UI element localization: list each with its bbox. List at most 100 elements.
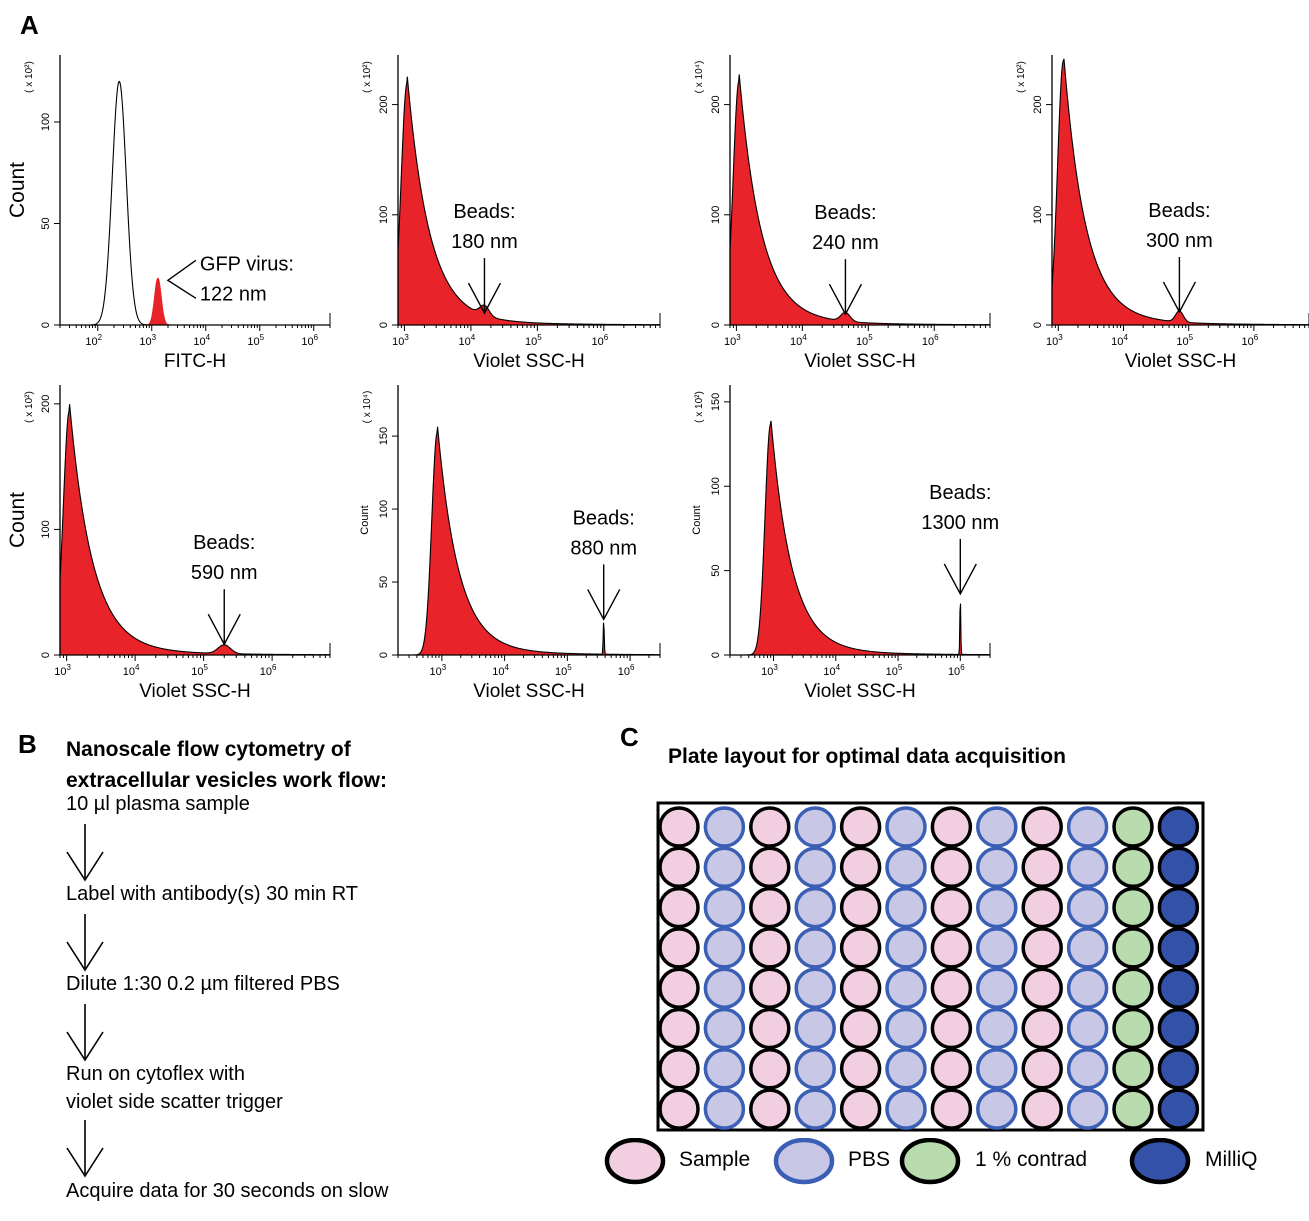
- well-pbs: [1069, 969, 1107, 1007]
- well-pbs: [887, 808, 925, 846]
- well-sample: [842, 1050, 880, 1088]
- annotation-label: 880 nm: [570, 537, 637, 559]
- histogram-grid: 102 103 104 105 106050100( x 10²)CountFITC-H…: [0, 0, 1309, 710]
- well-pbs: [796, 1010, 834, 1048]
- well-pbs: [887, 1010, 925, 1048]
- y-tick-label: 100: [710, 206, 722, 224]
- y-axis-label: Count: [359, 505, 371, 534]
- well-pbs: [705, 808, 743, 846]
- well-milliq: [1159, 808, 1197, 846]
- well-contrad: [1114, 1090, 1152, 1128]
- well-pbs: [978, 1050, 1016, 1088]
- panel-label-c: C: [620, 722, 639, 753]
- down-arrow-icon: [67, 1120, 103, 1176]
- well-pbs: [705, 929, 743, 967]
- well-milliq: [1159, 969, 1197, 1007]
- x-tick-label: 104: [790, 333, 807, 348]
- well-sample: [660, 889, 698, 927]
- down-arrow-icon: [67, 824, 103, 880]
- y-tick-label: 200: [710, 95, 722, 113]
- well-sample: [751, 808, 789, 846]
- y-multiplier-label: ( x 10²): [694, 391, 705, 423]
- x-tick-label: 103: [724, 333, 741, 348]
- well-pbs: [796, 1050, 834, 1088]
- well-sample: [842, 808, 880, 846]
- well-milliq: [1159, 889, 1197, 927]
- well-sample: [1023, 929, 1061, 967]
- y-tick-label: 100: [710, 477, 722, 495]
- annotation-label: 180 nm: [451, 231, 518, 253]
- workflow-arrows: [50, 800, 170, 1220]
- legend-label-contrad: 1 % contrad: [975, 1148, 1087, 1172]
- legend-swatch-contrad: [902, 1140, 958, 1182]
- well-sample: [1023, 1050, 1061, 1088]
- histogram-series-1: [91, 81, 147, 325]
- x-tick-label: 106: [591, 333, 608, 348]
- well-sample: [660, 1090, 698, 1128]
- x-tick-label: 106: [948, 663, 965, 678]
- y-tick-label: 0: [40, 322, 52, 328]
- y-tick-label: 150: [710, 393, 722, 411]
- well-sample: [932, 889, 970, 927]
- well-milliq: [1159, 1050, 1197, 1088]
- well-pbs: [705, 969, 743, 1007]
- well-sample: [751, 929, 789, 967]
- y-tick-label: 0: [378, 652, 390, 658]
- well-sample: [842, 969, 880, 1007]
- x-tick-label: 106: [1242, 333, 1259, 348]
- down-arrow-icon: [67, 914, 103, 970]
- x-tick-label: 104: [123, 663, 140, 678]
- legend-label-milliq: MilliQ: [1205, 1148, 1258, 1172]
- well-pbs: [796, 1090, 834, 1128]
- well-sample: [660, 969, 698, 1007]
- y-multiplier-label: ( x 10⁴): [362, 391, 373, 424]
- x-tick-label: 103: [761, 663, 778, 678]
- y-tick-label: 200: [40, 395, 52, 413]
- y-tick-label: 0: [710, 652, 722, 658]
- well-pbs: [887, 848, 925, 886]
- histogram-6: 103 104 105 106 0 50 100 150 ( x 10⁴) Count Violet…: [359, 385, 660, 702]
- histogram-3: 103 104 105 106 0 100 200 ( x 10⁴) Violet SSC-H B…: [694, 55, 990, 372]
- y-tick-label: 150: [378, 427, 390, 445]
- well-pbs: [978, 929, 1016, 967]
- x-tick-label: 105: [1176, 333, 1193, 348]
- panel-label-b: B: [18, 729, 37, 760]
- x-tick-label: 103: [430, 663, 447, 678]
- arrow-icon: [168, 260, 196, 298]
- y-tick-label: 200: [1032, 95, 1044, 113]
- plate-layout: [650, 797, 1210, 1137]
- well-sample: [932, 929, 970, 967]
- annotation-label: GFP virus:: [200, 253, 294, 275]
- x-axis-label: Violet SSC-H: [473, 681, 585, 702]
- annotation-label: Beads:: [929, 482, 991, 504]
- workflow-title-line1: Nanoscale flow cytometry of: [66, 734, 387, 765]
- x-tick-label: 106: [922, 333, 939, 348]
- well-sample: [660, 848, 698, 886]
- well-pbs: [1069, 889, 1107, 927]
- down-arrow-icon: [67, 1004, 103, 1060]
- well-pbs: [1069, 1090, 1107, 1128]
- plate-title: Plate layout for optimal data acquisitio…: [668, 745, 1066, 769]
- well-pbs: [705, 1050, 743, 1088]
- well-pbs: [978, 848, 1016, 886]
- histogram-area: [398, 77, 660, 325]
- y-axis-label: Count: [691, 505, 703, 534]
- annotation-label: 590 nm: [191, 562, 258, 584]
- well-contrad: [1114, 889, 1152, 927]
- x-tick-label: 105: [555, 663, 572, 678]
- histogram-series-2: [145, 278, 171, 325]
- well-sample: [842, 929, 880, 967]
- well-sample: [932, 969, 970, 1007]
- well-sample: [1023, 1090, 1061, 1128]
- y-axis-label: Count: [6, 492, 29, 548]
- well-sample: [1023, 848, 1061, 886]
- x-axis-label: FITC-H: [164, 351, 226, 372]
- x-tick-label: 103: [392, 333, 409, 348]
- well-sample: [842, 889, 880, 927]
- well-sample: [660, 808, 698, 846]
- well-sample: [932, 848, 970, 886]
- well-contrad: [1114, 929, 1152, 967]
- well-sample: [751, 1090, 789, 1128]
- annotation-label: 1300 nm: [921, 512, 999, 534]
- histogram-area: [730, 421, 990, 655]
